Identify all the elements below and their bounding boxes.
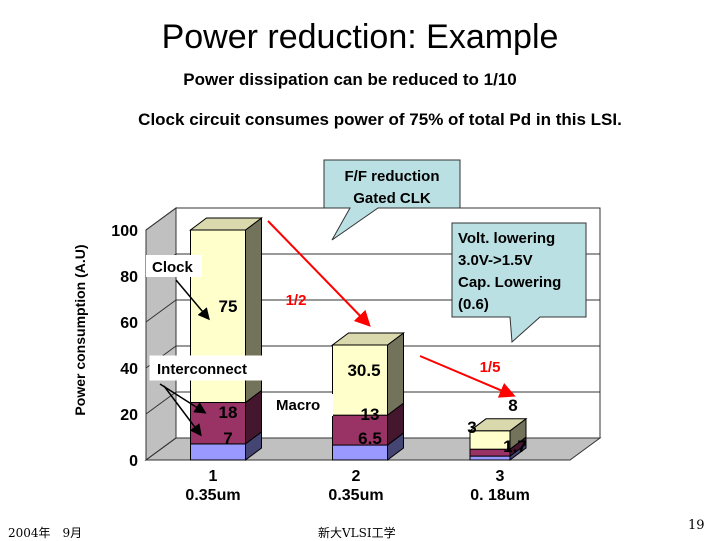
interconnect-label-bg xyxy=(149,355,269,381)
macro-label: Macro xyxy=(276,397,320,414)
ratio-fifth-label: 1/5 xyxy=(480,359,501,376)
category-number: 1 xyxy=(209,468,218,485)
volt-callout-line: 3.0V->1.5V xyxy=(458,252,533,269)
macro-label-bg xyxy=(271,394,333,416)
y-tick-label: 0 xyxy=(129,453,138,470)
volt-callout-line: (0.6) xyxy=(458,296,489,313)
category-number: 3 xyxy=(496,468,505,485)
clock-label: Clock xyxy=(152,259,194,276)
bar-top xyxy=(331,332,405,346)
clock-label-bg xyxy=(146,255,202,277)
value-label-clock: 30.5 xyxy=(347,361,380,380)
ratio-half-label: 1/2 xyxy=(286,292,307,309)
subtitle-power-dissipation: Power dissipation can be reduced to 1/10 xyxy=(183,70,517,89)
y-tick-label: 100 xyxy=(111,223,138,240)
ff-callout-line2: Gated CLK xyxy=(353,190,431,207)
arrow-fifth xyxy=(419,355,516,398)
clock-pointer xyxy=(175,279,210,321)
y-tick-label: 80 xyxy=(120,269,138,286)
bar-top xyxy=(468,418,528,432)
y-tick-label: 60 xyxy=(120,315,138,332)
category-technology: 0. 18um xyxy=(470,487,530,504)
y-tick-label: 40 xyxy=(120,361,138,378)
bar-segment-clock xyxy=(332,344,388,416)
ff-callout-box xyxy=(323,159,461,241)
interconnect-pointer-2 xyxy=(163,385,202,437)
volt-callout-line: Cap. Lowering xyxy=(458,274,561,291)
value-label-macro: 7 xyxy=(223,429,232,448)
bar-side-clock xyxy=(387,332,404,417)
bar-segment-macro xyxy=(190,443,246,461)
volt-callout-line: Volt. lowering xyxy=(458,230,555,247)
gridline xyxy=(145,391,600,415)
value-label-macro: 1.7 xyxy=(503,437,527,456)
value-label-interconnect: 13 xyxy=(361,405,380,424)
interconnect-pointer xyxy=(159,383,207,414)
left-wall xyxy=(145,207,177,461)
category-technology: 0.35um xyxy=(185,487,240,504)
category-number: 2 xyxy=(352,468,361,485)
interconnect-label: Interconnect xyxy=(157,361,247,378)
y-tick-label: 20 xyxy=(120,407,138,424)
subtitle-clock-circuit: Clock circuit consumes power of 75% of t… xyxy=(138,110,622,129)
ff-callout-line1: F/F reduction xyxy=(345,168,440,185)
footer-date: 2004年 9月 xyxy=(8,526,83,540)
value-label-clock: 8 xyxy=(508,396,517,415)
value-label-interconnect: 3 xyxy=(467,418,476,437)
value-label-clock: 75 xyxy=(219,297,238,316)
bar-top xyxy=(189,217,263,231)
category-technology: 0.35um xyxy=(328,487,383,504)
volt-callout-box xyxy=(451,222,587,344)
value-label-interconnect: 18 xyxy=(219,403,238,422)
slide-title: Power reduction: Example xyxy=(161,18,559,56)
bar-segment-macro xyxy=(469,455,511,461)
gridline xyxy=(145,437,600,461)
value-label-macro: 6.5 xyxy=(358,429,382,448)
arrow-half xyxy=(267,220,371,327)
footer-course: 新大VLSI工学 xyxy=(318,526,396,540)
page-number: 19 xyxy=(688,518,705,533)
